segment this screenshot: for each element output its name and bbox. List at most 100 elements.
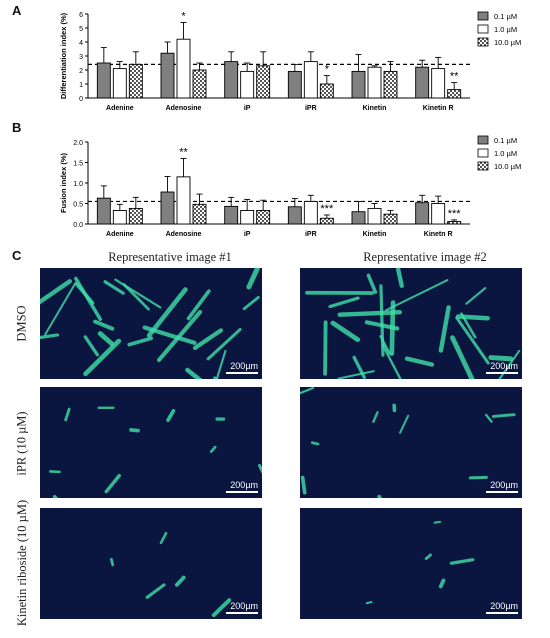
bar-adenine-0 [97, 198, 110, 224]
significance-marker: * [325, 64, 330, 76]
y-tick-label: 0.5 [73, 202, 83, 209]
y-axis-label: Fusion index (%) [59, 152, 68, 213]
category-label: Adenine [106, 231, 134, 238]
significance-marker: *** [448, 208, 462, 220]
y-tick-label: 2 [79, 68, 83, 75]
legend-swatch [478, 12, 488, 20]
bar-ip-0 [225, 206, 238, 224]
bar-ip-0 [225, 62, 238, 98]
bar-kinetin-r-0 [416, 67, 429, 98]
bar-kinetn-r-2 [448, 222, 461, 224]
scale-bar [486, 372, 518, 374]
panel-c-label: C [12, 248, 21, 263]
category-label: Adenine [106, 105, 134, 112]
category-label: iP [244, 105, 251, 112]
legend-label: 10.0 µM [494, 38, 521, 47]
legend-swatch [478, 38, 488, 46]
bar-ip-2 [257, 66, 270, 98]
bar-kinetin-r-2 [448, 90, 461, 98]
bar-kinetin-0 [352, 71, 365, 98]
category-label: Kinetin [363, 105, 387, 112]
micro-image-r3-c1: 200µm [40, 508, 262, 619]
micro-image-r2-c2: 200µm [300, 387, 522, 498]
bar-adenosine-0 [161, 192, 174, 224]
bar-ipr-0 [288, 71, 301, 98]
bar-kinetin-2 [384, 71, 397, 98]
column-header-image-1: Representative image #1 [55, 250, 285, 265]
y-tick-label: 0 [79, 96, 83, 103]
category-label: Kinetin [363, 231, 387, 238]
category-label: Kinetn R [424, 231, 453, 238]
y-tick-label: 5 [79, 26, 83, 33]
y-tick-label: 0.0 [73, 222, 83, 229]
y-axis-label: Differentiation index (%) [59, 12, 68, 99]
bar-adenine-2 [129, 208, 142, 224]
legend-label: 0.1 µM [494, 12, 517, 21]
scale-bar-label: 200µm [230, 601, 258, 611]
y-tick-label: 1 [79, 82, 83, 89]
micro-image-r1-c2: 200µm [300, 268, 522, 379]
scale-bar-label: 200µm [490, 480, 518, 490]
bar-kinetin-1 [368, 67, 381, 98]
scale-bar [486, 612, 518, 614]
y-tick-label: 6 [79, 12, 83, 19]
category-label: Adenosine [166, 105, 202, 112]
scale-bar [486, 491, 518, 493]
bar-kinetin-r-1 [432, 69, 445, 98]
y-tick-label: 1.0 [73, 181, 83, 188]
row-header-kinetin-riboside: Kinetin riboside (10 µM) [14, 488, 30, 638]
bar-kinetin-2 [384, 214, 397, 224]
bar-ip-1 [241, 210, 254, 224]
y-tick-label: 3 [79, 54, 83, 61]
row-header-ipr: iPR (10 µM) [15, 384, 30, 504]
scale-bar [226, 372, 258, 374]
scale-bar [226, 612, 258, 614]
significance-marker: * [181, 10, 186, 22]
bar-kinetin-1 [368, 208, 381, 224]
category-label: iPR [305, 105, 317, 112]
bar-kinetin-0 [352, 212, 365, 224]
legend-label: 1.0 µM [494, 149, 517, 158]
bar-ipr-2 [320, 218, 333, 224]
significance-marker: ** [450, 71, 459, 83]
legend-swatch [478, 162, 488, 170]
bar-ip-2 [257, 210, 270, 224]
legend-swatch [478, 136, 488, 144]
scale-bar-label: 200µm [230, 480, 258, 490]
bar-ipr-0 [288, 207, 301, 224]
y-tick-label: 2.0 [73, 140, 83, 147]
legend-label: 1.0 µM [494, 25, 517, 34]
y-tick-label: 1.5 [73, 161, 83, 168]
category-label: iP [244, 231, 251, 238]
scale-bar-label: 200µm [230, 361, 258, 371]
legend-swatch [478, 149, 488, 157]
bar-ip-1 [241, 71, 254, 98]
scale-bar-label: 200µm [490, 361, 518, 371]
y-tick-label: 4 [79, 40, 83, 47]
legend-swatch [478, 25, 488, 33]
bar-adenosine-1 [177, 177, 190, 224]
chart-fusion-index: 0.0 0.5 1.0 1.5 2.0 Fusion index (%) Adenine **… [0, 122, 550, 247]
micro-image-r3-c2: 200µm [300, 508, 522, 619]
bar-ipr-1 [304, 201, 317, 224]
bar-kinetn-r-0 [416, 203, 429, 224]
legend-label: 0.1 µM [494, 136, 517, 145]
legend-label: 10.0 µM [494, 162, 521, 171]
bar-adenine-2 [129, 64, 142, 98]
bar-adenine-0 [97, 63, 110, 98]
bar-ipr-1 [304, 62, 317, 98]
row-header-dmso: DMSO [15, 264, 30, 384]
bar-adenine-1 [113, 69, 126, 98]
bar-kinetn-r-1 [432, 204, 445, 225]
micro-image-r1-c1: 200µm [40, 268, 262, 379]
significance-marker: *** [320, 203, 334, 215]
category-label: Kinetin R [423, 105, 454, 112]
bar-adenosine-2 [193, 204, 206, 224]
bar-adenosine-0 [161, 53, 174, 98]
significance-marker: ** [179, 146, 188, 158]
bar-adenosine-2 [193, 70, 206, 98]
category-label: iPR [305, 231, 317, 238]
scale-bar [226, 491, 258, 493]
column-header-image-2: Representative image #2 [310, 250, 540, 265]
bar-adenosine-1 [177, 39, 190, 98]
